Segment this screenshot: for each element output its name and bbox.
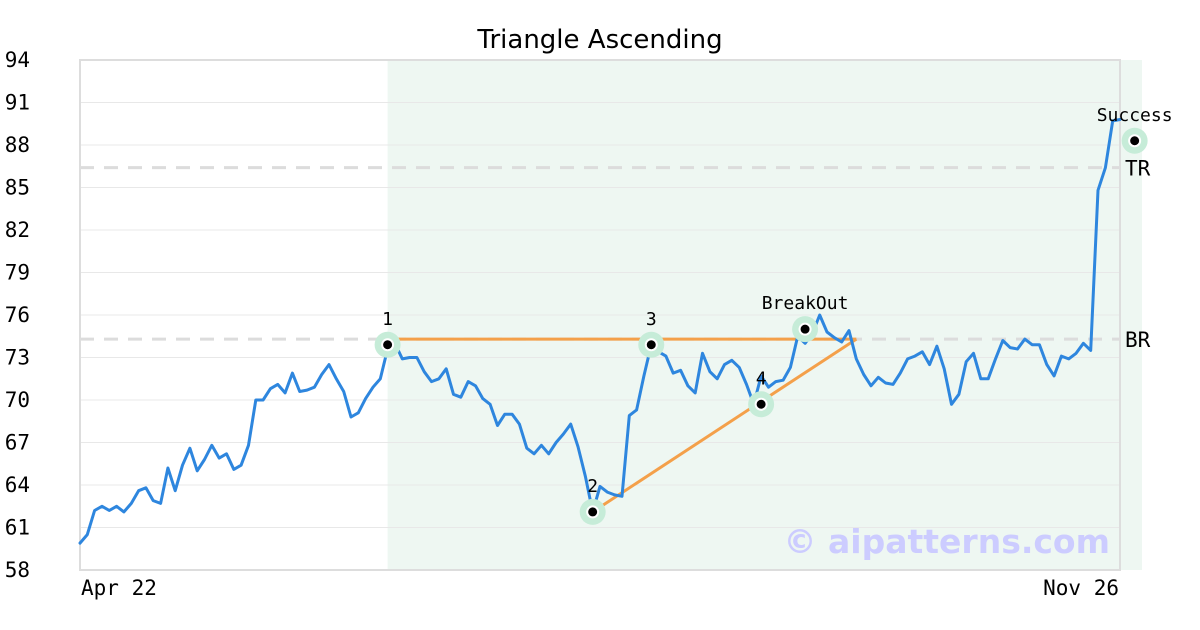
point-marker [754,397,768,411]
trendlines [387,337,858,514]
y-tick-label: 82 [5,218,30,242]
y-tick-label: 70 [5,388,30,412]
level-label: TR [1125,157,1151,181]
level-lines: TR BR [80,157,1151,352]
point-label: 4 [756,368,767,389]
point-marker [798,322,812,336]
y-tick-label: 67 [5,431,30,455]
level-label: BR [1125,328,1151,352]
y-tick-label: 88 [5,133,30,157]
y-tick-label: 73 [5,346,30,370]
point-label: Success [1097,105,1173,126]
point-label: 2 [587,476,598,497]
point-marker [586,505,600,519]
y-tick-label: 76 [5,303,30,327]
y-tick-label: 64 [5,473,30,497]
x-tick-start: Apr 22 [81,576,157,600]
price-series-line [78,118,1122,545]
point-marker [381,338,395,352]
point-marker [1128,134,1142,148]
x-tick-end: Nov 26 [1043,576,1119,600]
pattern-points: 1 2 3 4 BreakOut Success [374,105,1173,525]
y-tick-label: 79 [5,261,30,285]
y-tick-label: 94 [5,48,30,72]
chart-title: Triangle Ascending [476,25,722,55]
point-marker [644,338,658,352]
y-tick-label: 58 [5,558,30,582]
point-label: 1 [382,309,393,330]
point-label: BreakOut [762,293,849,314]
y-axis-ticks: 58 61 64 67 70 73 76 79 82 85 88 91 94 [5,48,30,582]
y-tick-label: 61 [5,516,30,540]
plot-frame [79,59,1121,571]
watermark: © aipatterns.com [784,522,1110,561]
point-label: 3 [646,309,657,330]
y-tick-label: 85 [5,176,30,200]
trendline [591,337,858,514]
y-tick-label: 91 [5,91,30,115]
